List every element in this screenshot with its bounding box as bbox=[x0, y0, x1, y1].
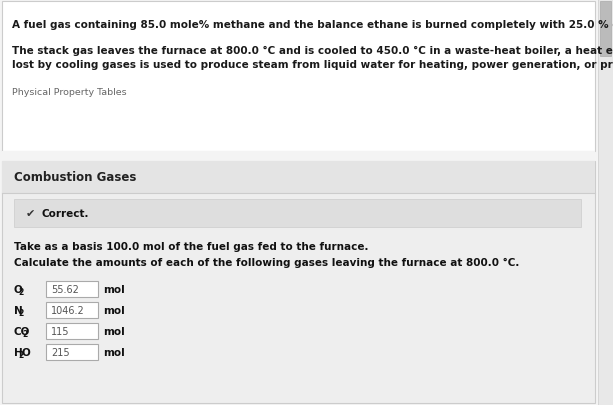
Text: H: H bbox=[14, 347, 23, 357]
Text: 2: 2 bbox=[22, 329, 28, 338]
FancyBboxPatch shape bbox=[600, 2, 611, 57]
Text: ✔: ✔ bbox=[26, 209, 36, 218]
Text: 2: 2 bbox=[18, 350, 23, 359]
Text: Calculate the amounts of each of the following gases leaving the furnace at 800.: Calculate the amounts of each of the fol… bbox=[14, 257, 519, 267]
Text: Combustion Gases: Combustion Gases bbox=[14, 171, 136, 184]
Text: 2: 2 bbox=[18, 308, 23, 317]
Text: 55.62: 55.62 bbox=[51, 284, 79, 294]
Text: mol: mol bbox=[103, 347, 125, 357]
Text: Correct.: Correct. bbox=[42, 209, 89, 218]
Text: O: O bbox=[14, 284, 23, 294]
FancyBboxPatch shape bbox=[598, 0, 613, 405]
Text: A fuel gas containing 85.0 mole% methane and the balance ethane is burned comple: A fuel gas containing 85.0 mole% methane… bbox=[12, 20, 613, 30]
Text: mol: mol bbox=[103, 305, 125, 315]
Text: lost by cooling gases is used to produce steam from liquid water for heating, po: lost by cooling gases is used to produce… bbox=[12, 60, 613, 70]
Text: Take as a basis 100.0 mol of the fuel gas fed to the furnace.: Take as a basis 100.0 mol of the fuel ga… bbox=[14, 241, 368, 252]
Text: Physical Property Tables: Physical Property Tables bbox=[12, 88, 127, 97]
FancyBboxPatch shape bbox=[46, 323, 98, 339]
FancyBboxPatch shape bbox=[2, 2, 595, 151]
Text: mol: mol bbox=[103, 284, 125, 294]
Text: 115: 115 bbox=[51, 326, 69, 336]
FancyBboxPatch shape bbox=[46, 281, 98, 297]
FancyBboxPatch shape bbox=[46, 344, 98, 360]
Text: 2: 2 bbox=[18, 287, 23, 296]
Text: O: O bbox=[21, 347, 30, 357]
Text: The stack gas leaves the furnace at 800.0 °C and is cooled to 450.0 °C in a wast: The stack gas leaves the furnace at 800.… bbox=[12, 46, 613, 56]
Text: N: N bbox=[14, 305, 23, 315]
FancyBboxPatch shape bbox=[2, 162, 595, 403]
Text: CO: CO bbox=[14, 326, 31, 336]
FancyBboxPatch shape bbox=[46, 302, 98, 318]
Text: 215: 215 bbox=[51, 347, 70, 357]
Text: mol: mol bbox=[103, 326, 125, 336]
Text: 1046.2: 1046.2 bbox=[51, 305, 85, 315]
FancyBboxPatch shape bbox=[14, 200, 581, 228]
FancyBboxPatch shape bbox=[2, 162, 595, 194]
FancyBboxPatch shape bbox=[2, 151, 595, 162]
